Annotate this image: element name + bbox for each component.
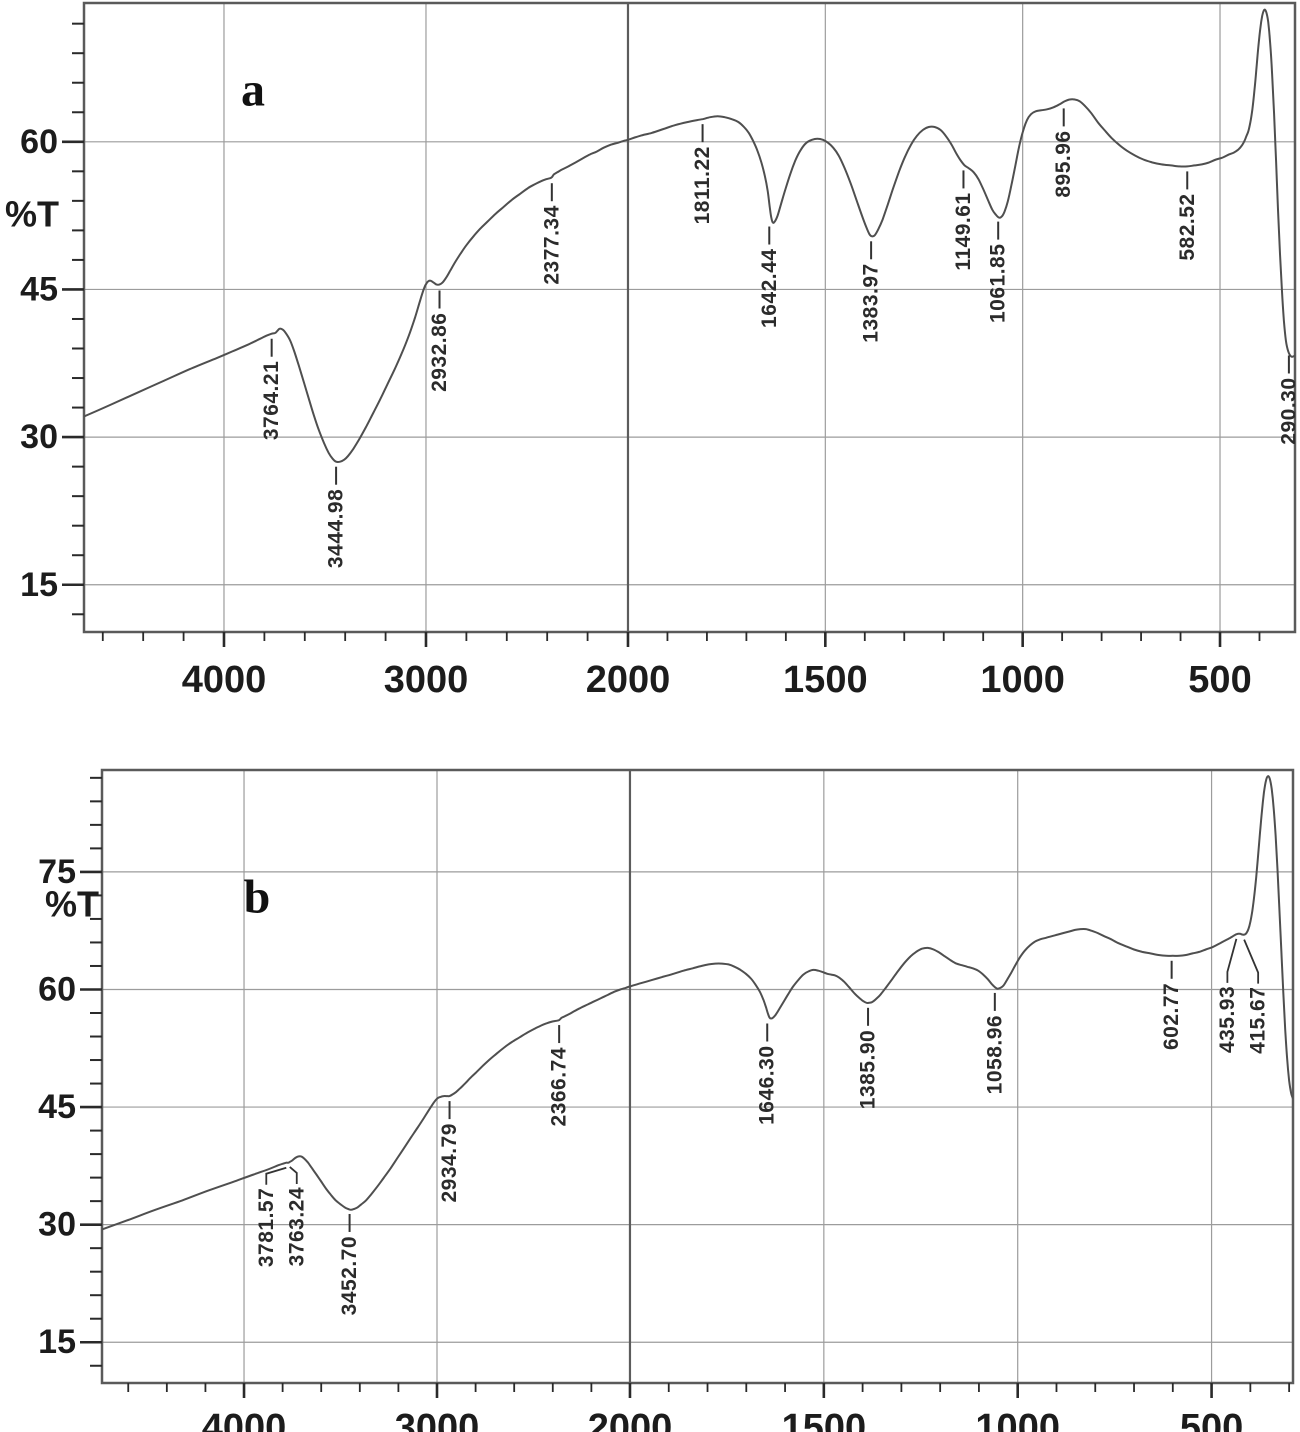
y-tick-label: 15	[20, 566, 58, 604]
x-tick-label: 1000	[975, 1407, 1060, 1432]
plot-frame	[100, 768, 1295, 1385]
spectrum-chart-b: 75 60 45 30 15 4000 3000 2000 1500 1000 500 %T b 3781…	[38, 768, 1295, 1432]
peak-label: 435.93	[1216, 986, 1239, 1053]
peak-label: 3763.24	[285, 1187, 308, 1266]
y-tick-label: 75	[38, 853, 76, 891]
peak-connector	[1243, 939, 1260, 984]
plot-frame	[82, 1, 1297, 634]
peak-label: 1646.30	[756, 1045, 779, 1124]
peak-connector	[289, 1166, 298, 1184]
y-axis-title: %T	[5, 194, 59, 235]
peak-label: 895.96	[1052, 130, 1075, 197]
peak-label: 2377.34	[540, 205, 563, 284]
peak-connector	[1226, 938, 1238, 983]
y-tick-label: 60	[38, 970, 76, 1008]
peak-label: 3452.70	[338, 1236, 361, 1315]
y-tick-label: 30	[20, 418, 58, 456]
peak-label: 1058.96	[983, 1015, 1006, 1094]
peak-label: 3444.98	[325, 489, 348, 568]
x-tick-label: 4000	[182, 659, 267, 701]
peak-label: 2932.86	[428, 313, 451, 392]
x-tick-label: 1500	[783, 659, 868, 701]
peak-label: 1385.90	[857, 1030, 880, 1109]
x-tick-label: 500	[1180, 1407, 1243, 1432]
y-tick-label: 15	[38, 1323, 76, 1361]
peak-label: 1061.85	[987, 244, 1010, 323]
x-tick-label: 4000	[202, 1407, 287, 1432]
x-tick-label: 2000	[588, 1407, 673, 1432]
y-tick-label: 45	[38, 1088, 76, 1126]
peak-label: 1149.61	[952, 192, 975, 270]
peak-label: 2366.74	[548, 1047, 571, 1126]
y-tick-label: 45	[20, 270, 58, 308]
x-tick-label: 2000	[586, 659, 671, 701]
y-tick-label: 60	[20, 123, 58, 161]
peak-label: 290.30	[1277, 377, 1300, 444]
peak-label: 1811.22	[691, 146, 714, 224]
peak-label: 2934.79	[438, 1123, 461, 1202]
peak-label: 3764.21	[260, 361, 283, 440]
spectrum-curve	[102, 775, 1293, 1231]
peak-label: 1383.97	[860, 263, 883, 342]
peak-label: 582.52	[1176, 193, 1199, 260]
spectrum-curve	[84, 8, 1295, 463]
x-tick-label: 1000	[980, 659, 1065, 701]
x-tick-label: 3000	[384, 659, 469, 701]
y-tick-label: 30	[38, 1206, 76, 1244]
peak-label: 1642.44	[758, 249, 781, 328]
peak-label: 415.67	[1247, 987, 1270, 1054]
y-axis-title: %T	[45, 884, 99, 925]
peak-label: 3781.57	[255, 1188, 278, 1267]
peak-annotations: 3764.21 3444.98 2932.86 2377.34 1811.22 1642.…	[260, 108, 1300, 568]
peak-label: 602.77	[1160, 983, 1183, 1050]
panel-label: b	[244, 871, 271, 924]
peak-annotations: 3781.57 3763.24 3452.70 2934.79 2366.74 1646.…	[255, 938, 1270, 1315]
x-tick-label: 3000	[395, 1407, 480, 1432]
panel-label: a	[241, 64, 265, 117]
x-tick-label: 500	[1188, 659, 1251, 701]
x-tick-label: 1500	[782, 1407, 867, 1432]
peak-connector	[265, 1166, 287, 1185]
